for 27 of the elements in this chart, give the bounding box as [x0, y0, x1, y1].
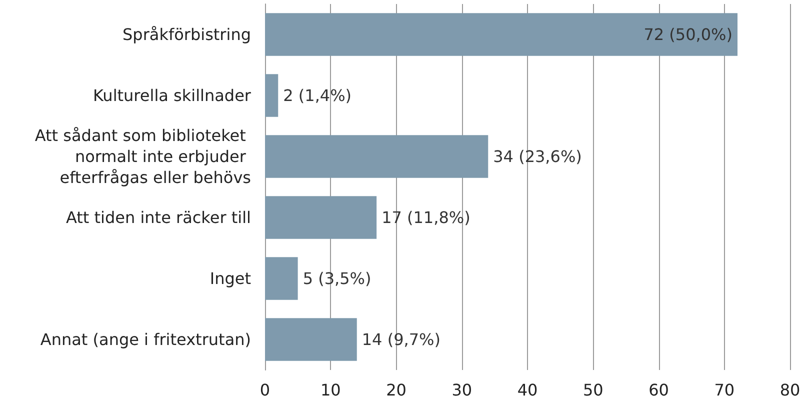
y-tick-label: Att sådant som biblioteket normalt inte erbjuder efterfrågas eller behövs — [34, 126, 251, 187]
x-tick-label: 10 — [320, 380, 341, 400]
y-tick-label: Inget — [210, 269, 251, 288]
x-tick-label: 30 — [452, 380, 472, 400]
bar — [265, 74, 278, 117]
bar — [265, 196, 377, 239]
data-label: 5 (3,5%) — [302, 269, 372, 288]
x-tick-label: 70 — [714, 380, 735, 400]
data-label: 2 (1,4%) — [283, 86, 352, 105]
x-tick-label: 40 — [517, 380, 538, 400]
data-label: 17 (11,8%) — [382, 208, 470, 227]
bar — [265, 135, 488, 178]
x-tick-label: 50 — [582, 380, 604, 400]
y-tick-label: Kulturella skillnader — [92, 86, 252, 105]
data-label: 34 (23,6%) — [493, 147, 582, 166]
x-tick-label: 60 — [648, 380, 669, 400]
x-tick-label: 20 — [386, 380, 406, 400]
bar — [265, 318, 357, 361]
y-tick-label: Att tiden inte räcker till — [66, 208, 251, 227]
bar — [265, 13, 738, 56]
x-tick-label: 0 — [260, 380, 270, 400]
bar — [265, 257, 298, 300]
y-tick-label: Språkförbistring — [122, 25, 251, 44]
data-label: 72 (50,0%) — [644, 25, 732, 44]
data-label: 14 (9,7%) — [362, 330, 440, 349]
y-tick-label: Annat (ange i fritextrutan) — [40, 330, 251, 349]
x-tick-label: 80 — [780, 380, 800, 400]
